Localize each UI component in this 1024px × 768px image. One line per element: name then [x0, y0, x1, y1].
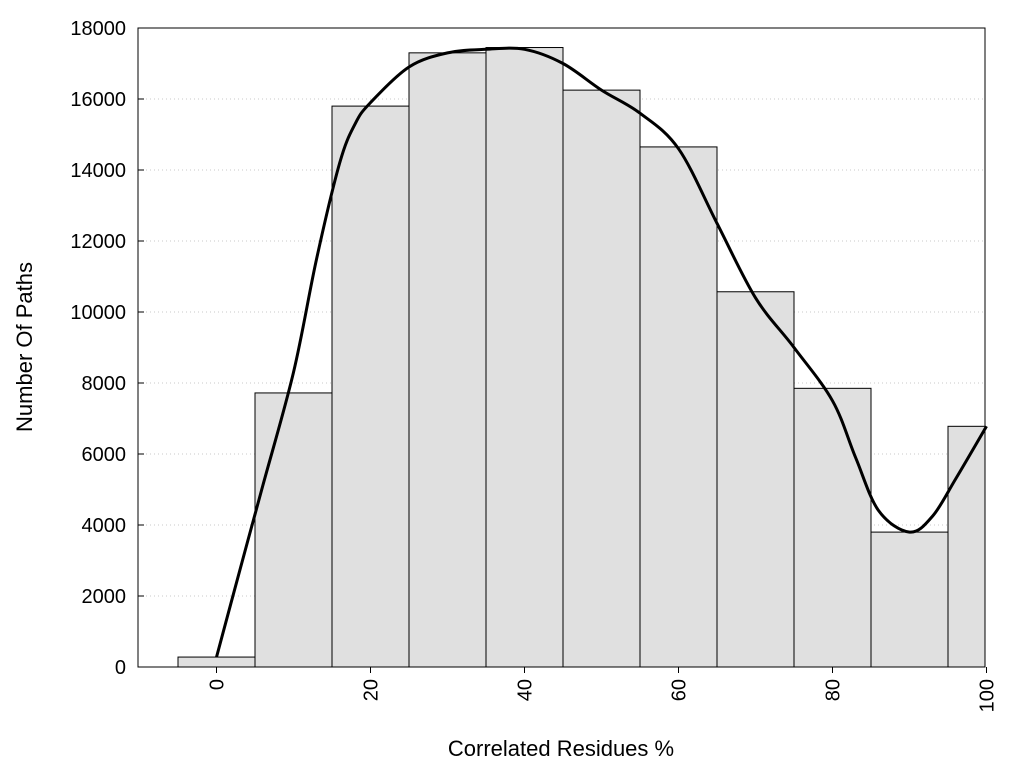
histogram-bars	[177, 47, 986, 668]
x-tick-label: 80	[823, 679, 845, 701]
y-tick-label: 16000	[70, 89, 126, 111]
x-tick-label: 0	[207, 679, 229, 690]
y-tick-label: 12000	[70, 231, 126, 253]
histogram-bar	[947, 425, 986, 668]
histogram-bar	[639, 146, 718, 668]
x-tick-label: 20	[361, 679, 383, 701]
y-tick-label: 4000	[82, 515, 127, 537]
y-axis-ticks: 0 2000 4000 6000 8000 10000 12000 14000 16000 180…	[70, 18, 144, 679]
y-tick-label: 18000	[70, 18, 126, 40]
x-axis-title: Correlated Residues %	[448, 736, 674, 761]
density-curve	[215, 46, 988, 658]
y-tick-label: 10000	[70, 302, 126, 324]
histogram-bar	[870, 531, 949, 668]
y-axis-title: Number Of Paths	[12, 262, 37, 432]
histogram-bar	[716, 291, 795, 668]
y-tick-label: 8000	[82, 373, 127, 395]
histogram-bar	[177, 656, 256, 668]
y-tick-label: 6000	[82, 444, 127, 466]
y-tick-label: 14000	[70, 160, 126, 182]
histogram-bar	[331, 105, 410, 668]
x-tick-label: 100	[977, 679, 999, 712]
x-tick-label: 60	[669, 679, 691, 701]
histogram-bar	[793, 387, 872, 668]
histogram-bar	[408, 52, 487, 668]
x-axis-ticks: 0 20 40 60 80 100	[207, 667, 999, 712]
histogram-bar	[562, 89, 641, 668]
plot-frame	[137, 27, 986, 668]
y-tick-label: 0	[115, 657, 126, 679]
x-tick-label: 40	[515, 679, 537, 701]
histogram-bar	[254, 392, 333, 668]
density-curve-layer	[215, 46, 988, 658]
y-tick-label: 2000	[82, 586, 127, 608]
histogram-bar	[485, 47, 564, 668]
